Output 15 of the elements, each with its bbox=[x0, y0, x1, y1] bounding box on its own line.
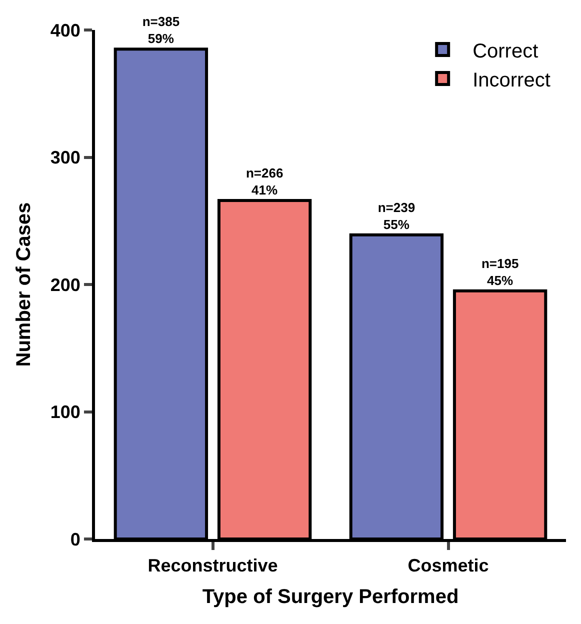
data-label: n=266 41% bbox=[246, 166, 284, 198]
y-tick-label: 100 bbox=[50, 402, 80, 422]
y-tick-label: 200 bbox=[50, 274, 80, 295]
legend-label: Incorrect bbox=[472, 69, 551, 92]
data-label: n=385 59% bbox=[142, 14, 180, 46]
y-tick-label: 0 bbox=[70, 529, 80, 550]
data-label: n=239 55% bbox=[378, 200, 416, 232]
x-axis-title: Type of Surgery Performed bbox=[202, 586, 459, 608]
y-tick-label: 400 bbox=[50, 20, 80, 40]
y-axis-title: Number of Cases bbox=[12, 202, 35, 367]
legend-label: Correct bbox=[472, 40, 539, 62]
y-tick-label: 300 bbox=[50, 148, 80, 168]
x-tick-label: Cosmetic bbox=[408, 556, 489, 576]
x-tick-label: Reconstructive bbox=[148, 556, 278, 576]
data-label: n=195 45% bbox=[481, 256, 519, 288]
